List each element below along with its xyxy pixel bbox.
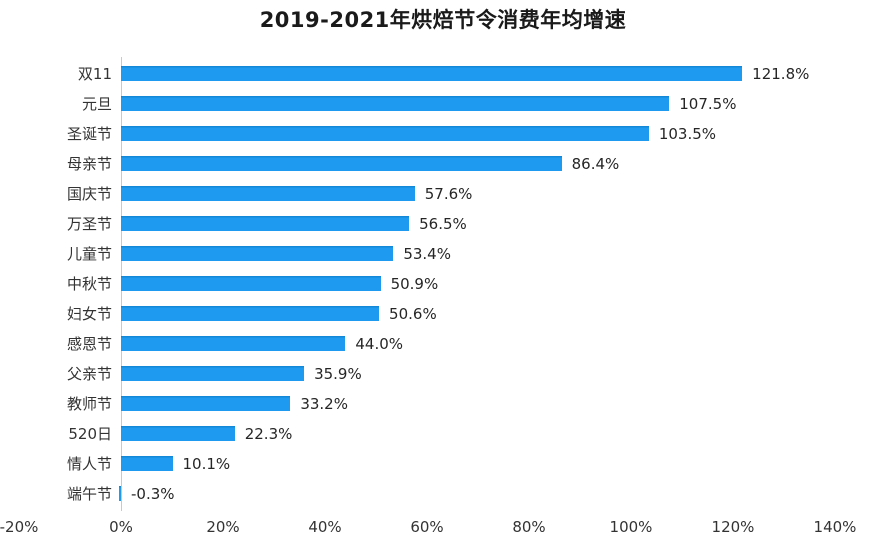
bar [121,276,381,291]
x-tick-label: 120% [711,518,755,536]
category-label: 妇女节 [66,305,112,323]
value-label: 121.8% [752,65,810,83]
value-label: 57.6% [424,185,473,203]
chart-title: 2019-2021年烘焙节令消费年均增速 [259,8,627,32]
category-label: 情人节 [66,455,112,473]
value-label: 22.3% [244,425,293,443]
value-label: 56.5% [419,215,467,233]
value-label: -0.3% [131,485,175,503]
bar-row: 教师节 33.2% [0,389,886,419]
category-label: 感恩节 [66,335,112,353]
x-tick-label: 40% [308,518,342,536]
bar [121,456,173,471]
x-tick-label: 20% [206,518,240,536]
bar-row: 端午节 -0.3% [0,479,886,509]
x-axis: -20% 0% 20% 40% 60% 80% 100% 120% 140% [0,512,886,542]
x-tick-label: -20% [0,518,39,536]
bar-row: 520日 22.3% [0,419,886,449]
bar [121,186,415,201]
x-tick-label: 0% [109,518,133,536]
category-label: 教师节 [66,395,112,413]
bar-row: 圣诞节 103.5% [0,119,886,149]
bar-row: 父亲节 35.9% [0,359,886,389]
category-label: 端午节 [66,485,112,503]
bar-row: 双11 121.8% [0,59,886,89]
plot-area: 双11 121.8% 元旦 107.5% 圣诞节 103.5% 母亲节 86.4% 国庆节 57.… [0,57,886,511]
value-label: 103.5% [658,125,717,143]
bar-row: 元旦 107.5% [0,89,886,119]
bar [121,126,649,141]
value-label: 33.2% [300,395,348,413]
bar [121,306,380,321]
bar [121,366,305,381]
bar-row: 万圣节 56.5% [0,209,886,239]
x-tick-label: 80% [512,518,546,536]
value-label: 53.4% [403,245,451,263]
value-label: 86.4% [571,155,620,173]
bar-row: 情人节 10.1% [0,449,886,479]
bar [121,246,394,261]
bar [121,66,743,81]
value-label: 10.1% [182,455,231,473]
bar [121,156,562,171]
bar [121,426,235,441]
value-label: 35.9% [314,365,362,383]
bar-row: 中秋节 50.9% [0,269,886,299]
category-label: 母亲节 [66,155,112,173]
value-label: 107.5% [679,95,737,113]
bar [121,336,346,351]
bar-row: 儿童节 53.4% [0,239,886,269]
bar-row: 感恩节 44.0% [0,329,886,359]
value-label: 50.6% [389,305,437,323]
bar-row: 妇女节 50.6% [0,299,886,329]
category-label: 万圣节 [66,215,112,233]
bar [119,486,121,501]
x-tick-label: 60% [410,518,444,536]
x-tick-label: 140% [813,518,857,536]
category-label: 元旦 [81,95,112,113]
category-label: 中秋节 [66,275,112,293]
x-tick-label: 100% [609,518,653,536]
value-label: 44.0% [355,335,404,353]
category-label: 父亲节 [66,365,112,383]
category-label: 儿童节 [66,245,112,263]
category-label: 520日 [68,425,112,443]
bar-row: 国庆节 57.6% [0,179,886,209]
category-label: 圣诞节 [66,125,112,143]
category-label: 双11 [77,65,112,83]
value-label: 50.9% [390,275,439,293]
bar [121,396,291,411]
bar [121,216,410,231]
category-label: 国庆节 [66,185,112,203]
bar-row: 母亲节 86.4% [0,149,886,179]
bar [121,96,670,111]
